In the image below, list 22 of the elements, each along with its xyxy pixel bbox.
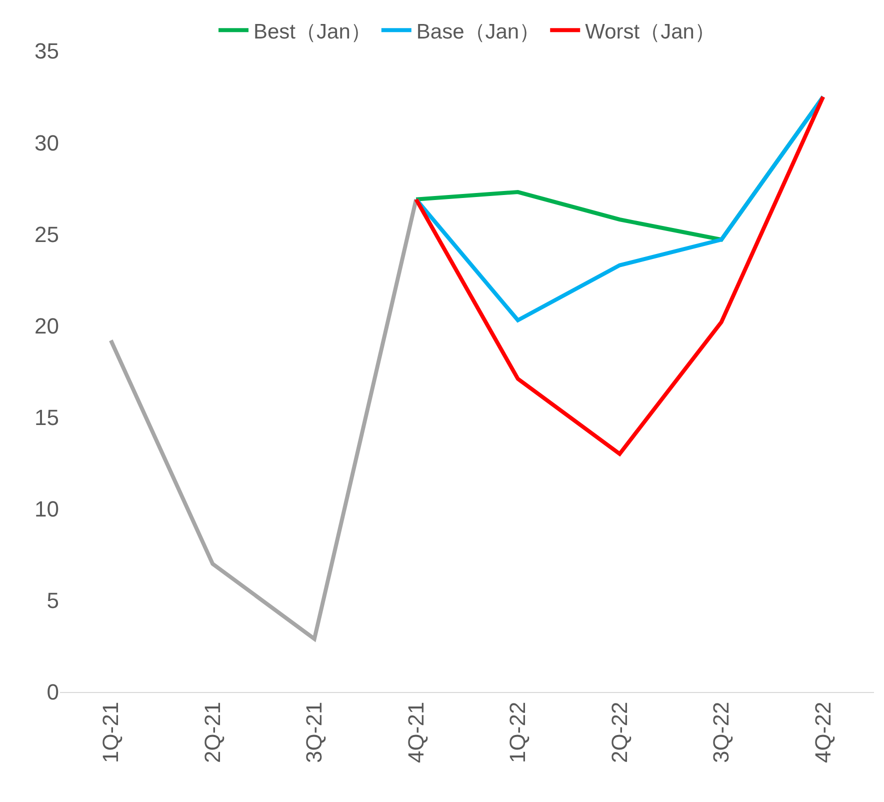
y-tick-label: 10 [34,496,59,522]
y-tick-label: 5 [46,588,59,614]
x-tick-label: 4Q-22 [810,702,836,763]
y-tick-label: 25 [34,222,59,247]
line-series [414,94,826,322]
x-tick-label: 3Q-22 [708,702,734,763]
x-tick-label: 3Q-21 [302,702,327,763]
legend-label: Worst（Jan） [585,20,716,44]
y-tick-label: 0 [46,680,59,705]
legend-label: Base（Jan） [416,20,540,44]
line-series [108,197,418,641]
x-tick-label: 1Q-22 [505,702,530,763]
line-series [414,94,826,456]
x-tick-label: 1Q-21 [98,702,124,763]
y-tick-label: 30 [34,130,59,156]
x-tick-label: 4Q-21 [403,702,428,763]
x-tick-label: 2Q-21 [200,702,225,763]
y-tick-label: 35 [34,38,59,64]
y-tick-label: 15 [34,404,59,430]
y-tick-label: 20 [34,313,59,338]
legend-label: Best（Jan） [254,20,372,44]
x-tick-label: 2Q-22 [606,702,632,763]
